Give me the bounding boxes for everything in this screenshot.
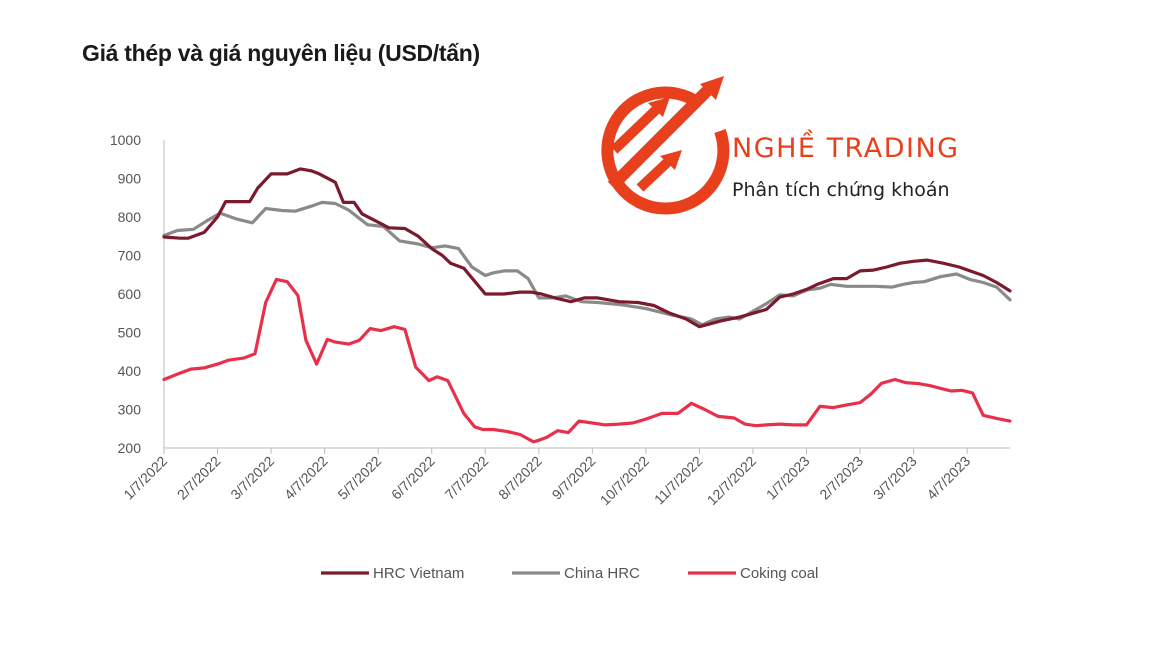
legend-label: China HRC (564, 565, 640, 582)
y-ticks: 200 300 400 500 600 700 800 900 1000 (110, 132, 141, 456)
logo-title: NGHỀ TRADING (732, 129, 960, 164)
series-lines (162, 167, 1012, 444)
y-tick-label: 1000 (110, 132, 141, 148)
y-tick-label: 300 (118, 402, 142, 418)
y-tick-label: 400 (118, 363, 142, 379)
x-tick-label: 4/7/2022 (281, 453, 331, 503)
y-tick-label: 200 (118, 440, 142, 456)
logo: NGHỀ TRADING Phân tích chứng khoán (601, 76, 960, 215)
x-tick-label: 12/7/2022 (704, 453, 760, 509)
legend-label: Coking coal (740, 565, 818, 582)
series-line-china-hrc (162, 200, 1012, 327)
x-tick-label: 8/7/2022 (495, 453, 545, 503)
x-tick-label: 1/7/2022 (120, 453, 170, 503)
x-tick-label: 4/7/2023 (923, 453, 973, 503)
x-tick-label: 2/7/2023 (816, 453, 866, 503)
y-tick-label: 600 (118, 286, 142, 302)
x-tick-label: 11/7/2022 (651, 453, 706, 508)
chart-axes (163, 140, 1010, 449)
y-tick-label: 700 (118, 248, 142, 264)
x-tick-label: 3/7/2022 (227, 453, 277, 503)
y-tick-label: 500 (118, 325, 142, 341)
x-tick-label: 10/7/2022 (597, 453, 653, 509)
legend-label: HRC Vietnam (373, 565, 464, 582)
x-ticks: 1/7/2022 2/7/2022 3/7/2022 4/7/2022 5/7/2022… (120, 448, 973, 508)
chart-title: Giá thép và giá nguyên liệu (USD/tấn) (82, 40, 480, 66)
x-tick-label: 6/7/2022 (388, 453, 438, 503)
logo-subtitle: Phân tích chứng khoán (732, 179, 950, 201)
legend: HRC Vietnam China HRC Coking coal (321, 565, 818, 582)
series-line-coking-coal (162, 277, 1012, 444)
x-tick-label: 2/7/2022 (174, 453, 224, 503)
x-tick-label: 9/7/2022 (549, 453, 599, 503)
logo-mark-icon (601, 76, 730, 215)
series-line-hrc-vietnam (162, 167, 1012, 329)
y-tick-label: 800 (118, 209, 142, 225)
x-tick-label: 5/7/2022 (334, 453, 384, 503)
x-tick-label: 3/7/2023 (870, 453, 920, 503)
x-tick-label: 7/7/2022 (442, 453, 492, 503)
x-tick-label: 1/7/2023 (763, 453, 813, 503)
y-tick-label: 900 (118, 171, 142, 187)
